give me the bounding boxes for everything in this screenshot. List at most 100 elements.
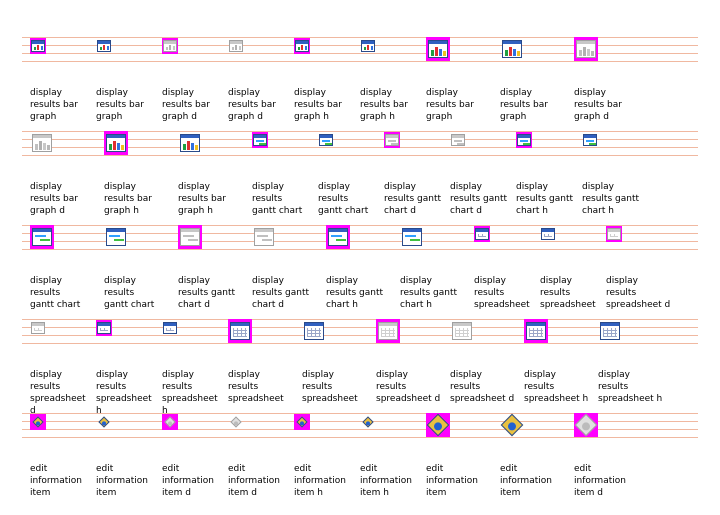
icon-label: display results gantt chart — [104, 276, 155, 310]
bar-graph-icon — [426, 37, 450, 61]
spreadsheet-icon — [30, 320, 46, 336]
gantt-chart-icon — [104, 225, 128, 249]
edit-item-icon — [228, 414, 244, 430]
guide-line — [22, 421, 698, 422]
bar-graph-icon — [104, 131, 128, 155]
icon-label: display results bar graph — [30, 88, 78, 122]
guide-line — [22, 225, 698, 226]
edit-item-icon — [294, 414, 310, 430]
icon-label: edit information item — [500, 464, 552, 498]
guide-line — [22, 61, 698, 62]
spreadsheet-icon — [524, 319, 548, 343]
icon-label: edit information item — [30, 464, 82, 498]
spreadsheet-icon — [598, 319, 622, 343]
icon-label: display results spreadsheet — [228, 370, 284, 404]
icon-label: display results gantt chart d — [384, 182, 442, 216]
icon-label: display results spreadsheet h — [598, 370, 663, 404]
icon-label: display results spreadsheet — [302, 370, 358, 404]
icon-label: display results bar graph h — [104, 182, 152, 216]
icon-label: display results spreadsheet d — [376, 370, 441, 404]
guide-line — [22, 319, 698, 320]
icon-label: display results gantt chart h — [582, 182, 640, 216]
guide-line — [22, 343, 698, 344]
icon-label: display results spreadsheet h — [524, 370, 589, 404]
guide-line — [22, 437, 698, 438]
guide-line — [22, 335, 698, 336]
icon-label: display results bar graph h — [360, 88, 408, 122]
icon-label: edit information item d — [228, 464, 280, 498]
edit-item-icon — [500, 413, 524, 437]
guide-line — [22, 327, 698, 328]
icon-label: display results bar graph h — [294, 88, 342, 122]
icon-row: display results spreadsheet d display res… — [0, 319, 720, 416]
icon-label: display results gantt chart — [318, 182, 369, 216]
icon-label: display results gantt chart d — [450, 182, 508, 216]
gantt-chart-icon — [326, 225, 350, 249]
guide-line — [22, 139, 698, 140]
guide-line — [22, 131, 698, 132]
gantt-chart-icon — [178, 225, 202, 249]
icon-label: edit information item h — [360, 464, 412, 498]
gantt-chart-icon — [30, 225, 54, 249]
edit-item-icon — [426, 413, 450, 437]
icon-label: edit information item d — [162, 464, 214, 498]
guide-line — [22, 53, 698, 54]
guide-line — [22, 155, 698, 156]
icon-label: edit information item h — [294, 464, 346, 498]
edit-item-icon — [96, 414, 112, 430]
spreadsheet-icon — [96, 320, 112, 336]
icon-label: display results gantt chart — [30, 276, 81, 310]
bar-graph-icon — [96, 38, 112, 54]
bar-graph-icon — [294, 38, 310, 54]
icon-label: display results spreadsheet d — [450, 370, 515, 404]
icon-label: display results spreadsheet d — [30, 370, 86, 416]
icon-label: display results bar graph h — [178, 182, 226, 216]
icon-label: display results gantt chart d — [178, 276, 236, 310]
gantt-chart-icon — [400, 225, 424, 249]
icon-row: display results gantt chart display resul… — [0, 225, 720, 319]
icon-label: display results bar graph — [426, 88, 474, 122]
guide-line — [22, 147, 698, 148]
spreadsheet-icon — [162, 320, 178, 336]
icon-row: display results bar graph d display resul… — [0, 131, 720, 225]
icon-label: display results spreadsheet h — [162, 370, 218, 416]
spreadsheet-icon — [228, 319, 252, 343]
gantt-chart-icon — [582, 132, 598, 148]
icon-label: display results gantt chart — [252, 182, 303, 216]
icon-row: edit information item edit information it… — [0, 413, 720, 507]
icon-label: display results gantt chart h — [516, 182, 574, 216]
bar-graph-icon — [228, 38, 244, 54]
guide-line — [22, 413, 698, 414]
icon-label: display results bar graph — [96, 88, 144, 122]
guide-line — [22, 249, 698, 250]
icon-label: edit information item d — [574, 464, 626, 498]
gantt-chart-icon — [252, 225, 276, 249]
gantt-chart-icon — [450, 132, 466, 148]
edit-item-icon — [574, 413, 598, 437]
gantt-chart-icon — [318, 132, 334, 148]
icon-label: display results spreadsheet — [474, 276, 530, 310]
bar-graph-icon — [500, 37, 524, 61]
icon-label: edit information item — [426, 464, 478, 498]
spreadsheet-icon — [376, 319, 400, 343]
spreadsheet-icon — [606, 226, 622, 242]
guide-line — [22, 233, 698, 234]
icon-row: display results bar graph display results… — [0, 37, 720, 131]
bar-graph-icon — [360, 38, 376, 54]
icon-label: display results gantt chart h — [326, 276, 384, 310]
guide-line — [22, 241, 698, 242]
icon-label: display results bar graph d — [162, 88, 210, 122]
icon-label: display results spreadsheet — [540, 276, 596, 310]
bar-graph-icon — [30, 131, 54, 155]
icon-label: display results spreadsheet h — [96, 370, 152, 416]
icon-label: display results gantt chart h — [400, 276, 458, 310]
spreadsheet-icon — [474, 226, 490, 242]
bar-graph-icon — [30, 38, 46, 54]
icon-label: display results bar graph d — [228, 88, 276, 122]
icon-label: display results bar graph — [500, 88, 548, 122]
bar-graph-icon — [162, 38, 178, 54]
bar-graph-icon — [574, 37, 598, 61]
edit-item-icon — [162, 414, 178, 430]
icon-label: display results spreadsheet d — [606, 276, 671, 310]
gantt-chart-icon — [516, 132, 532, 148]
